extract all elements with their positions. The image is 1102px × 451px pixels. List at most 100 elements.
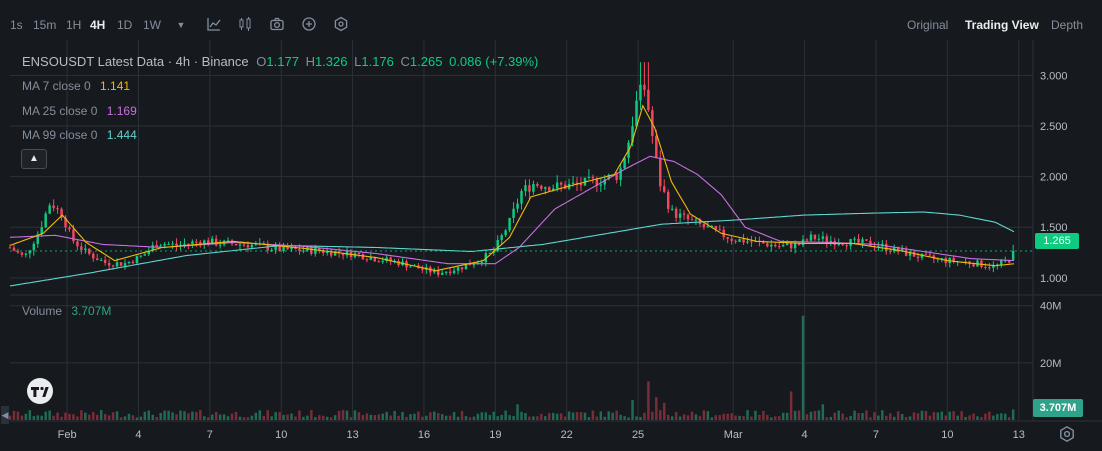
add-icon[interactable] xyxy=(300,16,318,34)
volume-bar xyxy=(996,413,999,420)
candle-body xyxy=(389,257,392,262)
volume-bar xyxy=(516,404,519,420)
candle-body xyxy=(908,251,912,256)
volume-bar xyxy=(337,410,341,420)
candle-body xyxy=(551,188,555,191)
volume-bars xyxy=(8,315,1015,420)
volume-bar xyxy=(813,410,817,420)
time-tick-label: 7 xyxy=(207,429,213,441)
volume-bar xyxy=(702,410,706,420)
gear-icon[interactable] xyxy=(1058,425,1076,443)
candle-body xyxy=(123,263,127,266)
candle-body xyxy=(516,203,519,209)
volume-bar xyxy=(889,413,892,420)
candle-body xyxy=(710,226,714,228)
candle-body xyxy=(809,234,813,241)
volume-bar xyxy=(682,414,686,420)
volume-bar xyxy=(111,412,115,420)
timeframe-1d[interactable]: 1D xyxy=(117,18,133,32)
volume-bar xyxy=(290,413,293,420)
volume-bar xyxy=(171,412,174,420)
volume-bar xyxy=(865,410,868,420)
volume-bar xyxy=(107,415,111,420)
candle-body xyxy=(452,270,456,274)
volume-bar xyxy=(559,413,563,420)
volume-bar xyxy=(627,417,630,420)
volume-bar xyxy=(892,416,896,420)
view-depth[interactable]: Depth xyxy=(1051,18,1084,32)
volume-bar xyxy=(583,412,587,420)
volume-bar xyxy=(873,412,876,420)
candle-body xyxy=(318,248,321,251)
volume-bar xyxy=(833,412,836,420)
ohlc-values: O1.177 H1.326 L1.176 C1.265 0.086 (+7.39… xyxy=(256,54,539,69)
candle-body xyxy=(76,241,79,247)
camera-icon[interactable] xyxy=(268,16,286,34)
volume-bar xyxy=(270,416,273,420)
candle-body xyxy=(175,243,178,246)
volume-bar xyxy=(694,414,698,420)
candle-body xyxy=(381,261,384,263)
chart-type-icon[interactable] xyxy=(236,16,254,34)
candle-body xyxy=(663,186,666,192)
settings-icon[interactable] xyxy=(332,16,350,34)
volume-bar xyxy=(770,417,773,420)
candle-body xyxy=(409,266,412,268)
volume-bar xyxy=(916,413,920,420)
volume-bar xyxy=(44,411,47,420)
volume-bar xyxy=(468,417,472,420)
timeframe-1s[interactable]: 1s xyxy=(10,18,23,32)
chevron-down-icon[interactable]: ▼ xyxy=(176,20,186,30)
candle-body xyxy=(952,257,955,262)
volume-bar xyxy=(417,411,420,420)
candle-body xyxy=(88,248,91,254)
volume-bar xyxy=(80,410,83,420)
timeframe-1w[interactable]: 1W xyxy=(143,18,161,32)
volume-bar xyxy=(647,381,650,420)
volume-bar xyxy=(488,415,492,420)
volume-bar xyxy=(199,410,202,420)
candle-body xyxy=(246,245,250,248)
candle-body xyxy=(52,205,55,209)
candle-body xyxy=(532,184,535,192)
time-tick-label: 10 xyxy=(941,429,953,441)
candle-body xyxy=(702,224,706,227)
volume-bar xyxy=(397,415,400,420)
candle-body xyxy=(203,240,206,246)
volume-bar xyxy=(131,415,135,420)
scroll-left-icon[interactable]: ◀ xyxy=(1,406,9,424)
candle-body xyxy=(119,262,123,266)
candle-body xyxy=(603,179,606,185)
view-original[interactable]: Original xyxy=(907,18,949,32)
volume-bar xyxy=(726,413,729,420)
candle-body xyxy=(607,174,610,180)
indicator-icon[interactable] xyxy=(205,16,223,34)
volume-bar xyxy=(84,412,87,420)
timeframe-1h[interactable]: 1H xyxy=(66,18,82,32)
timeframe-4h[interactable]: 4H xyxy=(90,18,106,32)
candle-body xyxy=(187,243,190,245)
candle-body xyxy=(298,249,301,251)
volume-bar xyxy=(904,417,908,420)
volume-bar xyxy=(718,415,721,420)
volume-bar xyxy=(12,410,16,420)
view-trading-view[interactable]: Trading View xyxy=(965,18,1039,32)
candle-body xyxy=(714,226,718,230)
volume-bar xyxy=(238,416,242,420)
volume-bar xyxy=(119,417,123,420)
volume-bar xyxy=(472,416,476,420)
candle-body xyxy=(762,241,765,244)
candle-body xyxy=(234,243,238,246)
candle-body xyxy=(171,243,174,245)
volume-bar xyxy=(750,416,753,420)
volume-bar xyxy=(298,410,301,420)
ma25-value: 1.169 xyxy=(106,104,137,118)
volume-bar xyxy=(32,416,36,420)
candle-body xyxy=(155,245,158,247)
candle-body xyxy=(912,251,916,257)
last-volume-tag: 3.707M xyxy=(1033,399,1083,417)
timeframe-15m[interactable]: 15m xyxy=(33,18,57,32)
candle-body xyxy=(242,244,246,246)
collapse-up-icon[interactable]: ▲ xyxy=(21,149,47,169)
